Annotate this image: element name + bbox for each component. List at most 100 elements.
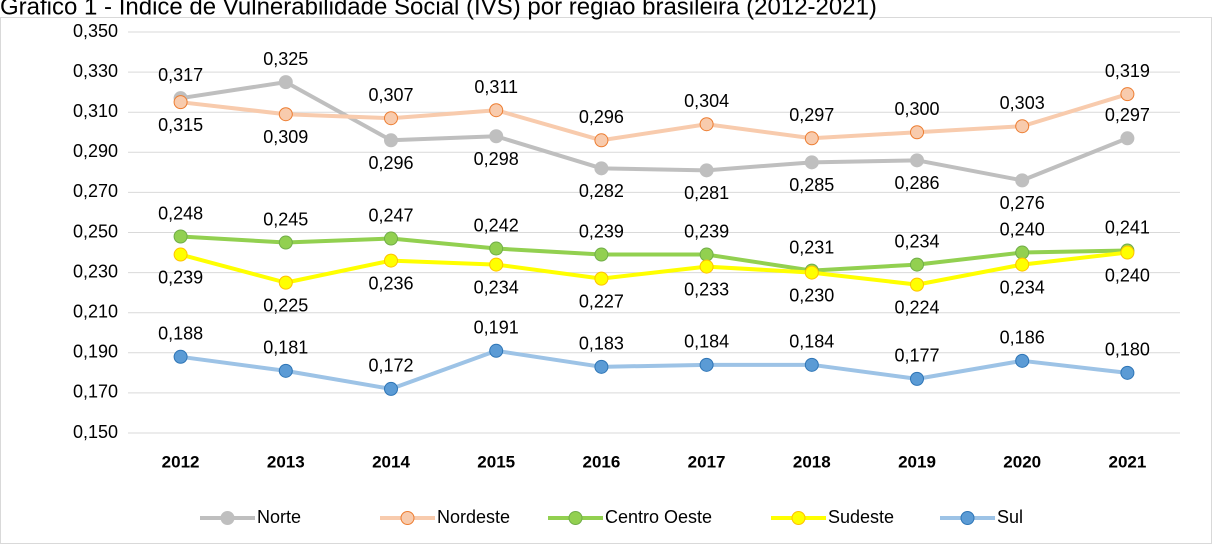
data-point — [699, 247, 714, 262]
data-point — [1015, 257, 1030, 272]
y-tick-label: 0,210 — [73, 301, 118, 321]
data-label: 0,248 — [158, 203, 203, 223]
data-label: 0,319 — [1105, 61, 1150, 81]
data-label: 0,298 — [474, 149, 519, 169]
legend-marker — [400, 511, 415, 525]
data-point — [594, 271, 609, 286]
data-point — [804, 265, 819, 280]
y-tick-label: 0,150 — [73, 422, 118, 442]
data-point — [1120, 245, 1135, 260]
data-label: 0,172 — [368, 356, 413, 376]
legend-label: Sul — [997, 507, 1023, 527]
data-label: 0,239 — [158, 267, 203, 287]
data-point — [699, 259, 714, 274]
data-label: 0,311 — [474, 77, 518, 97]
x-tick-label: 2014 — [372, 452, 410, 471]
data-label: 0,239 — [579, 221, 624, 241]
data-label: 0,181 — [263, 338, 308, 358]
x-tick-label: 2012 — [162, 452, 200, 471]
data-label: 0,247 — [368, 205, 413, 225]
data-point — [384, 133, 398, 148]
data-label: 0,297 — [789, 105, 834, 125]
data-point — [384, 111, 398, 126]
data-label: 0,285 — [789, 175, 834, 195]
y-tick-label: 0,290 — [73, 141, 118, 161]
y-tick-label: 0,170 — [73, 382, 118, 402]
series-line — [180, 234, 1128, 273]
data-point — [278, 363, 293, 378]
data-label: 0,233 — [684, 279, 729, 299]
series-line — [180, 250, 1128, 287]
data-label: 0,317 — [158, 65, 203, 85]
data-label: 0,276 — [1000, 193, 1045, 213]
x-tick-label: 2018 — [793, 452, 831, 471]
data-label: 0,234 — [474, 277, 519, 297]
y-tick-label: 0,330 — [73, 61, 118, 81]
legend-label: Centro Oeste — [605, 507, 712, 527]
data-point — [1015, 173, 1030, 188]
data-point — [804, 131, 819, 146]
data-point — [173, 95, 188, 110]
data-label: 0,240 — [1105, 265, 1150, 285]
data-label: 0,242 — [474, 215, 519, 235]
data-point — [173, 229, 188, 244]
data-label: 0,188 — [158, 324, 203, 344]
data-label: 0,325 — [263, 49, 308, 69]
y-tick-label: 0,250 — [73, 221, 118, 241]
data-label: 0,184 — [789, 332, 834, 352]
data-label: 0,239 — [684, 221, 729, 241]
y-tick-label: 0,230 — [73, 261, 118, 281]
data-label: 0,180 — [1105, 340, 1150, 360]
data-label: 0,296 — [579, 107, 624, 127]
data-label: 0,183 — [579, 334, 624, 354]
data-point — [1015, 245, 1030, 260]
data-label: 0,184 — [684, 332, 729, 352]
data-point — [594, 133, 609, 148]
series-line — [180, 80, 1129, 183]
data-point — [173, 349, 188, 364]
data-point — [594, 161, 609, 176]
data-point — [1120, 365, 1135, 380]
legend-marker — [960, 511, 975, 525]
data-label: 0,281 — [684, 183, 729, 203]
data-label: 0,191 — [474, 318, 519, 338]
data-point — [699, 163, 714, 178]
legend-label: Norte — [257, 507, 301, 527]
series-line — [180, 92, 1128, 143]
data-label: 0,231 — [789, 237, 834, 257]
legend-marker — [791, 511, 806, 525]
x-tick-label: 2013 — [267, 452, 305, 471]
data-label: 0,307 — [368, 85, 413, 105]
data-label: 0,286 — [894, 173, 939, 193]
data-label: 0,300 — [894, 99, 939, 119]
data-point — [910, 257, 924, 272]
data-point — [699, 357, 714, 372]
data-point — [1120, 87, 1135, 102]
data-point — [489, 257, 504, 272]
x-tick-label: 2020 — [1003, 452, 1041, 471]
legend-marker — [220, 511, 235, 525]
legend-label: Nordeste — [437, 507, 510, 527]
data-point — [489, 343, 504, 358]
data-point — [384, 253, 398, 268]
x-tick-label: 2021 — [1108, 452, 1146, 471]
y-tick-label: 0,190 — [73, 342, 118, 362]
data-point — [910, 371, 924, 386]
data-point — [594, 359, 609, 374]
data-label: 0,177 — [894, 346, 939, 366]
data-label: 0,303 — [1000, 93, 1045, 113]
data-label: 0,304 — [684, 91, 729, 111]
data-label: 0,224 — [894, 297, 939, 317]
series-line — [180, 348, 1128, 391]
x-tick-label: 2019 — [898, 452, 936, 471]
data-point — [1120, 131, 1135, 146]
data-label: 0,240 — [1000, 219, 1045, 239]
data-point — [910, 153, 924, 168]
data-label: 0,315 — [158, 115, 203, 135]
data-label: 0,236 — [368, 273, 413, 293]
y-tick-label: 0,350 — [73, 21, 118, 41]
data-point — [910, 277, 924, 292]
data-point — [489, 103, 504, 118]
legend-marker — [568, 511, 583, 525]
